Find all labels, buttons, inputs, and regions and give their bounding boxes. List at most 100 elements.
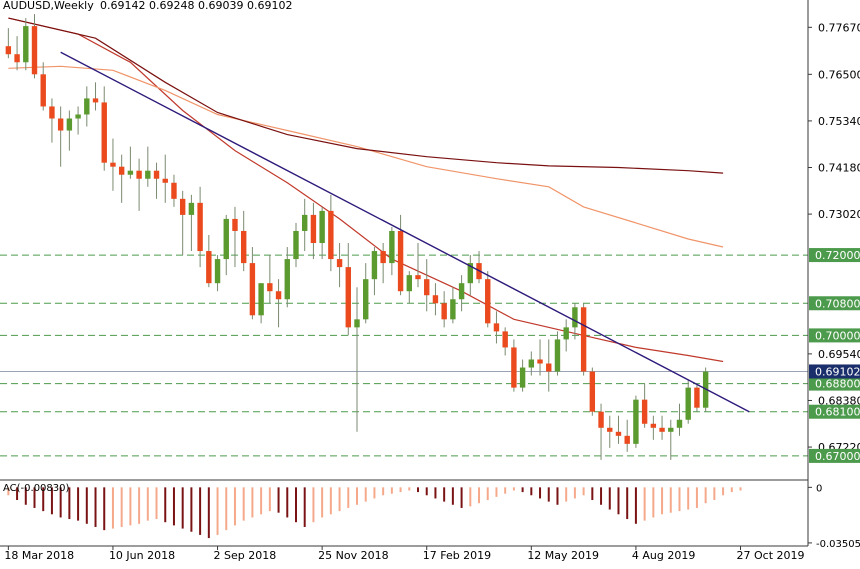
moving-average-line xyxy=(8,65,724,248)
candle-body xyxy=(214,259,221,284)
candle-body xyxy=(5,46,12,55)
moving-average-line xyxy=(8,17,724,363)
candle-body xyxy=(284,259,290,300)
candle-body xyxy=(302,214,308,231)
time-tick-label: 25 Nov 2018 xyxy=(318,549,388,562)
time-axis: 18 Mar 2018 10 Jun 2018 2 Sep 2018 25 Nov 2… xyxy=(4,546,805,562)
candle-body xyxy=(441,303,447,320)
ac-indicator-label: AC(-0.00830) xyxy=(3,483,70,494)
candle-body xyxy=(668,427,674,432)
price-tick-label: 0.74180 xyxy=(818,161,860,174)
time-tick-label: 2 Sep 2018 xyxy=(214,549,277,562)
candle-body xyxy=(179,198,186,215)
ohlc-readout: 0.69142 0.69248 0.69039 0.69102 xyxy=(100,0,292,12)
candle-body xyxy=(406,275,412,292)
price-tick-label: 0.77670 xyxy=(818,21,860,34)
price-tick-label: 0.73020 xyxy=(818,208,860,221)
candle-body xyxy=(197,202,203,252)
candle-body xyxy=(75,114,81,119)
candle-body xyxy=(14,54,20,63)
time-tick-label: 10 Jun 2018 xyxy=(109,549,175,562)
candle-body xyxy=(371,251,378,280)
level-label-box xyxy=(809,448,860,463)
candle-body xyxy=(153,170,160,179)
candle-body xyxy=(519,367,526,388)
candle-body xyxy=(389,230,395,264)
candle-body xyxy=(502,331,508,348)
level-label: 0.70000 xyxy=(815,329,860,342)
candle-body xyxy=(633,399,639,444)
ac-histogram xyxy=(7,487,742,539)
candle-body xyxy=(57,118,64,131)
candle-body xyxy=(397,230,404,292)
moving-average-line xyxy=(8,17,724,174)
candle-body xyxy=(659,427,665,432)
price-tick-label: 0.75340 xyxy=(818,115,860,128)
candle-body xyxy=(624,435,630,444)
candle-body xyxy=(31,26,38,75)
candle-body xyxy=(223,218,229,260)
candle-body xyxy=(641,399,648,424)
time-tick-label: 12 May 2019 xyxy=(527,549,599,562)
candle-body xyxy=(511,347,517,388)
candle-body xyxy=(424,279,430,296)
level-label-box xyxy=(809,376,860,391)
candle-body xyxy=(676,419,683,428)
level-label: 0.70800 xyxy=(815,297,860,310)
price-axis: 0.77670 0.76500 0.75340 0.74180 0.73020 0.695… xyxy=(808,21,860,550)
candle-body xyxy=(101,102,107,163)
candle-body xyxy=(171,182,177,199)
candle-body xyxy=(528,359,535,368)
candle-body xyxy=(136,170,142,179)
level-label: 0.72000 xyxy=(815,249,860,262)
candle-body xyxy=(467,263,474,284)
candles xyxy=(5,14,709,460)
candle-body xyxy=(275,291,282,300)
price-tick-label: 0.68380 xyxy=(818,394,860,407)
candle-body xyxy=(537,359,543,364)
candle-body xyxy=(162,178,168,183)
price-tick-label: 0.76500 xyxy=(818,68,860,81)
level-label-box xyxy=(809,328,860,343)
candle-body xyxy=(493,323,500,332)
candle-body xyxy=(554,339,561,372)
candle-body xyxy=(432,295,439,304)
candle-body xyxy=(118,166,125,175)
horizontal-levels xyxy=(0,254,808,457)
candle-body xyxy=(110,162,116,167)
trendline-layer xyxy=(60,51,750,413)
candle-body xyxy=(49,106,55,119)
price-tick-label: 0.69540 xyxy=(818,348,860,361)
candle-body xyxy=(84,98,90,115)
time-tick-label: 4 Aug 2019 xyxy=(632,549,695,562)
candle-body xyxy=(188,202,195,215)
candle-body xyxy=(685,387,691,420)
last-price-label: 0.69102 xyxy=(815,365,860,378)
candle-body xyxy=(293,230,299,260)
candle-body xyxy=(354,319,360,328)
candle-body xyxy=(258,283,264,316)
candle-body xyxy=(319,210,325,244)
last-price-box xyxy=(809,364,860,379)
candle-body xyxy=(232,218,238,231)
candle-body xyxy=(23,26,29,63)
candle-body xyxy=(345,267,351,328)
candle-body xyxy=(694,387,700,408)
candle-body xyxy=(240,230,247,264)
level-label-box xyxy=(809,404,860,419)
candle-body xyxy=(589,371,596,412)
candle-body xyxy=(66,118,73,131)
candle-body xyxy=(458,283,465,300)
candle-body xyxy=(485,279,491,324)
candle-body xyxy=(607,427,613,432)
candle-body xyxy=(546,363,552,372)
level-label-box xyxy=(809,248,860,263)
ac-tick-label: 0 xyxy=(816,483,822,494)
candle-body xyxy=(598,411,604,428)
symbol-label: AUDUSD,Weekly xyxy=(3,0,94,12)
candle-body xyxy=(92,98,99,103)
time-tick-label: 17 Feb 2019 xyxy=(423,549,491,562)
candle-body xyxy=(206,251,212,284)
